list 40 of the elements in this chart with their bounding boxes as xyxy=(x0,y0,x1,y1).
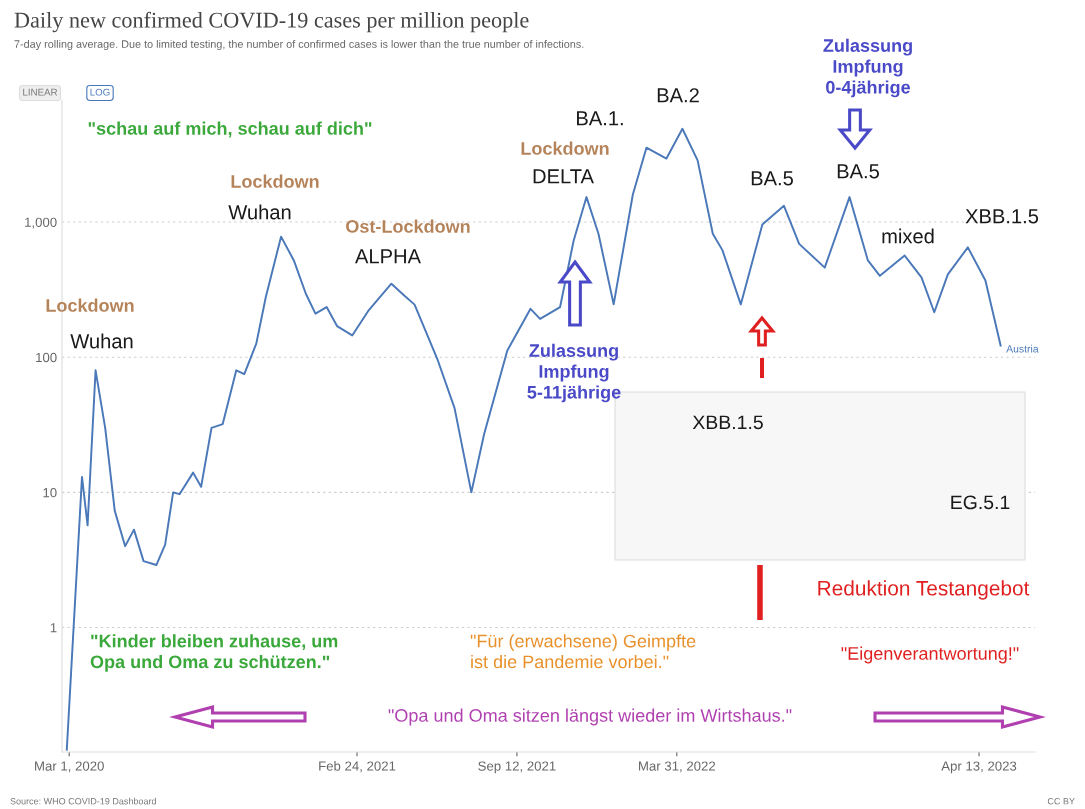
annotation: BA.5 xyxy=(837,164,879,179)
annotation: BA.2 xyxy=(657,88,699,103)
y-tick-label: 100 xyxy=(36,352,57,363)
y-tick-label: 1 xyxy=(50,623,57,633)
y-tick-label: 1,000 xyxy=(25,217,57,229)
x-tick-label: Apr 13, 2023 xyxy=(941,761,1017,774)
text: LINEAR xyxy=(23,88,58,96)
annotation: ALPHA xyxy=(355,249,421,264)
annotation: "Eigenverantwortung!" xyxy=(841,646,1019,664)
annotation: Wuhan xyxy=(70,333,133,349)
chart-title: Daily new confirmed COVID-19 cases per million people xyxy=(14,11,529,33)
annotation: Lockdown xyxy=(521,141,609,155)
annotation: mixed xyxy=(882,228,934,244)
annotation: "schau auf mich, schau auf dich" xyxy=(88,121,372,138)
x-tick-label: Mar 31, 2022 xyxy=(639,761,716,773)
y-tick-label: 10 xyxy=(43,487,57,498)
annotation: BA.1. xyxy=(577,111,623,126)
annotation: Lockdown xyxy=(231,174,319,188)
annotation: Lockdown xyxy=(46,298,134,312)
x-tick-label: Mar 1, 2020 xyxy=(35,761,104,773)
annotation: "Für (erwachsene) Geimpfte ist die Pandemie vorbei." xyxy=(470,634,696,669)
annotation: Wuhan xyxy=(228,204,291,220)
annotation: XBB.1.5 xyxy=(692,415,763,430)
x-tick-label: Sep 12, 2021 xyxy=(478,761,556,774)
annotation: Zulassung Impfung 5-11jährige xyxy=(527,343,621,403)
text: LOG xyxy=(90,88,110,96)
ref-line-label: Reduktion Testangebot xyxy=(818,580,1030,600)
annotation: DELTA xyxy=(533,169,594,184)
annotation: BA.5 xyxy=(751,171,793,186)
series-label: Austria xyxy=(1006,344,1039,353)
annotation: EG.5.1 xyxy=(951,495,1010,510)
chart-subtitle: 7-day rolling average. Due to limited testing, the number of confirmed cases is lower than the true number of infections. xyxy=(14,39,584,51)
annotation: Ost-Lockdown xyxy=(346,219,470,233)
x-tick-label: Feb 24, 2021 xyxy=(319,761,396,773)
text: Zulassung Impfung 0-4jährige xyxy=(823,38,912,98)
source-note: Source: WHO COVID-19 Dashboard xyxy=(10,797,156,805)
annotation: XBB.1.5 xyxy=(965,209,1039,224)
annotation: "Kinder bleiben zuhause, um Opa und Oma zu schützen." xyxy=(90,634,338,672)
text: CC BY xyxy=(1047,798,1075,805)
annotation: "Opa und Oma sitzen längst wieder im Wirtshaus." xyxy=(388,708,792,726)
